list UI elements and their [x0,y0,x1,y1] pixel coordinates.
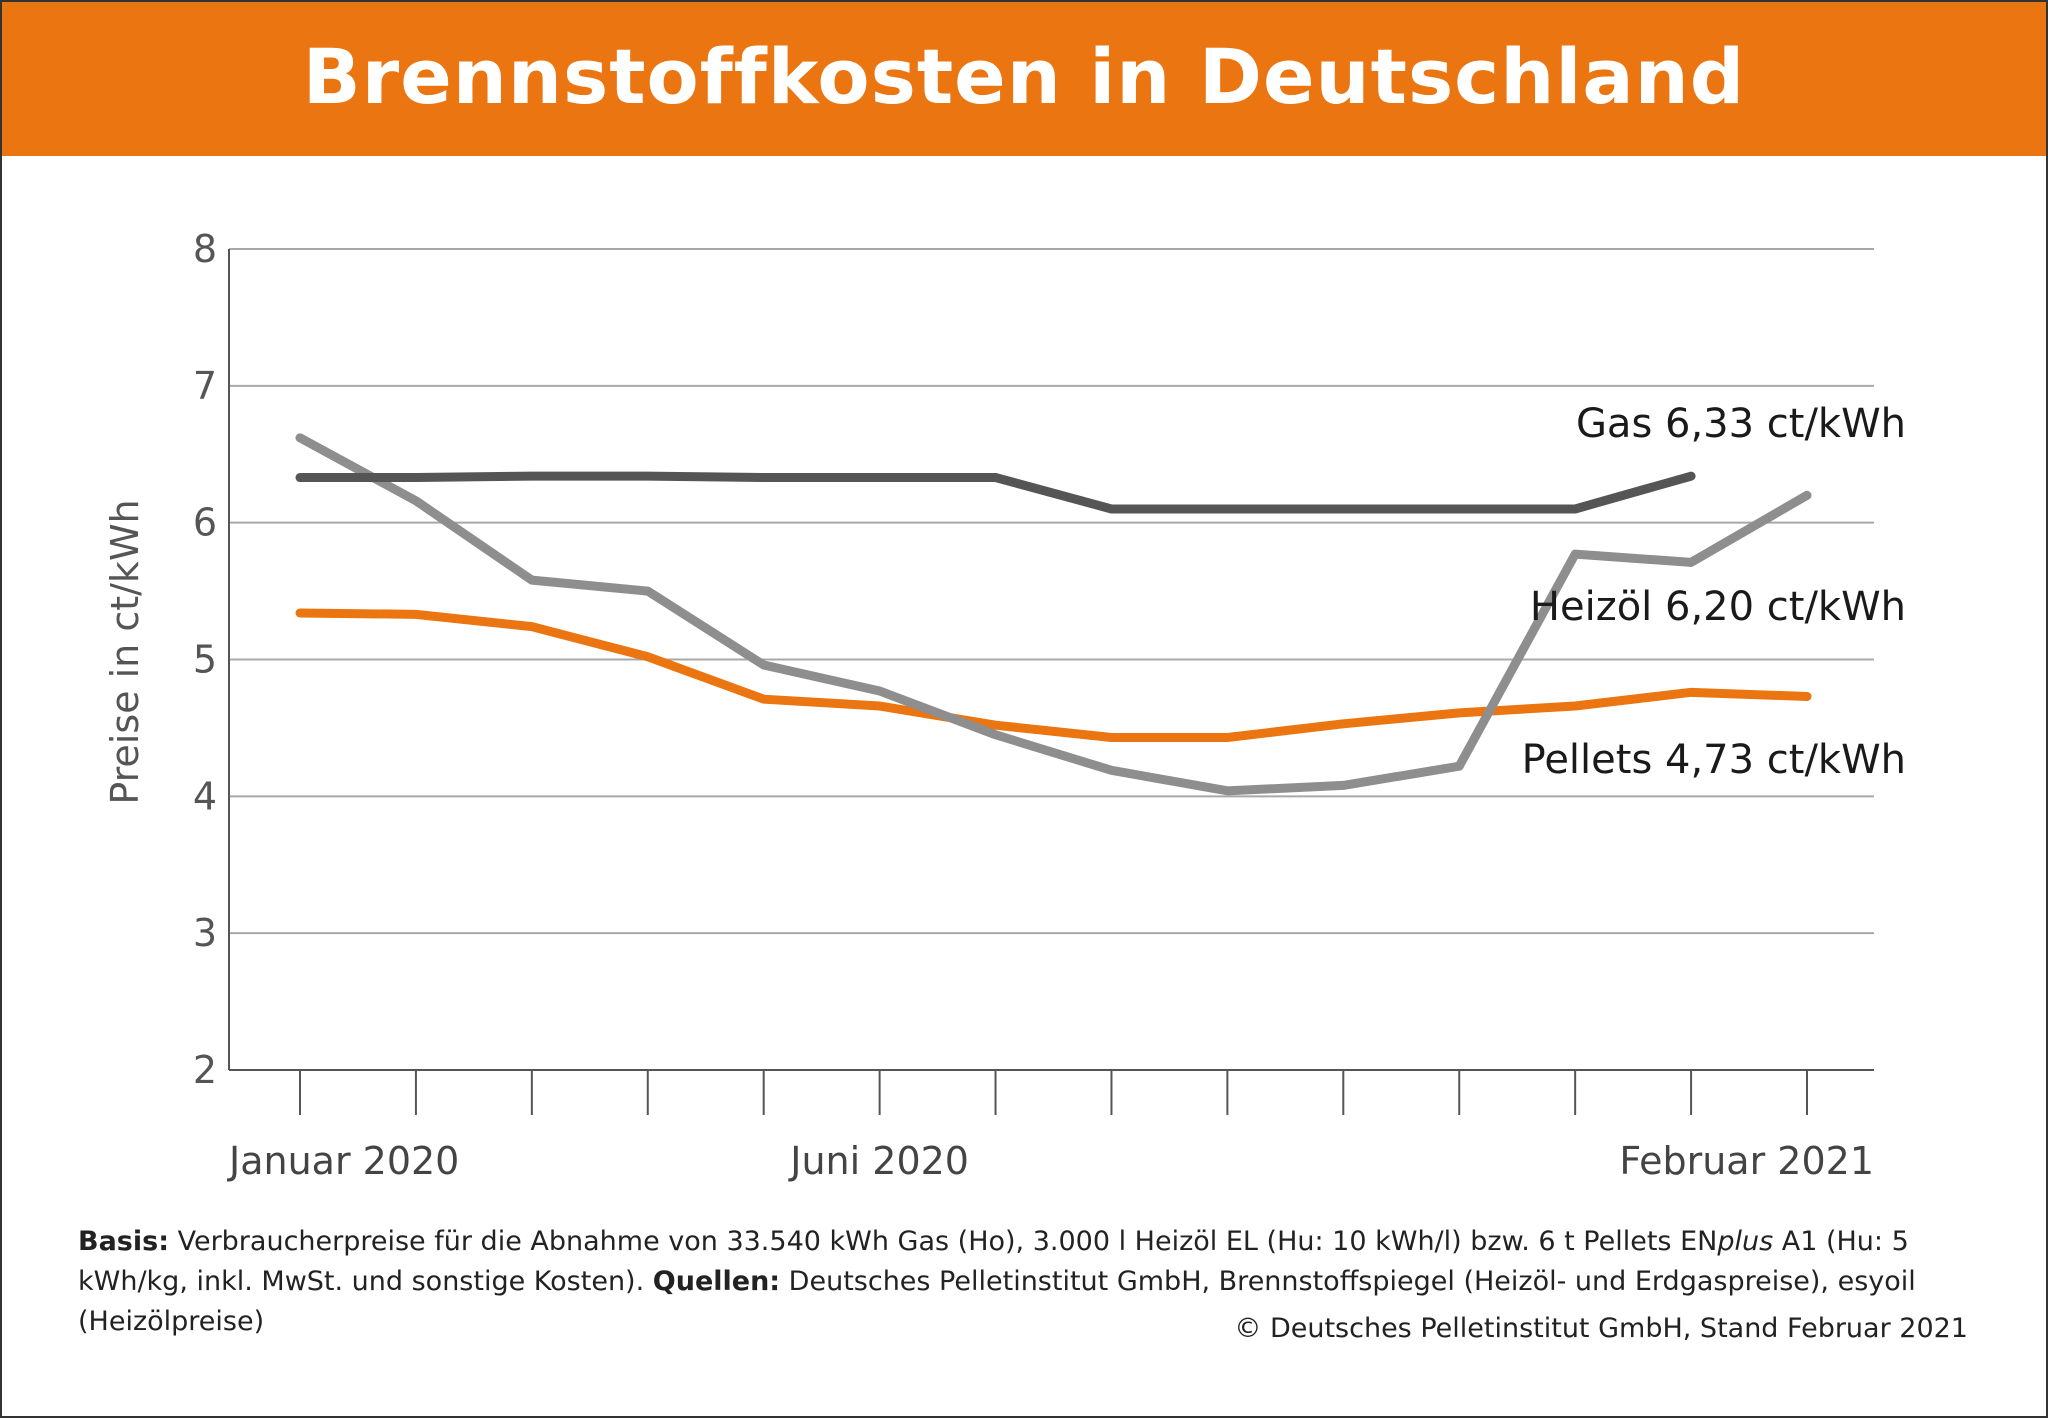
y-tick-label: 8 [193,227,217,271]
x-tick-label: Januar 2020 [227,1139,459,1183]
y-tick-label: 2 [193,1048,217,1092]
copyright-notice: © Deutsches Pelletinstitut GmbH, Stand F… [1234,1313,1968,1344]
title-banner: Brennstoffkosten in Deutschland [2,2,2046,156]
series-label-pellets: Pellets 4,73 ct/kWh [1522,737,1906,783]
y-tick-label: 5 [193,638,217,682]
footnote: Basis: Verbraucherpreise für die Abnahme… [78,1222,1978,1342]
chart-title: Brennstoffkosten in Deutschland [302,32,1746,121]
series-label-heizoel: Heizöl 6,20 ct/kWh [1530,584,1906,630]
y-tick-label: 6 [193,501,217,545]
grid-lines [229,248,1874,935]
series-label-gas: Gas 6,33 ct/kWh [1576,401,1906,447]
y-axis-label: Preise in ct/kWh [103,499,147,804]
series-line-gas [295,471,1696,514]
y-tick-label: 4 [193,774,217,818]
series-labels: Gas 6,33 ct/kWh Heizöl 6,20 ct/kWh Pellets… [1522,401,1906,783]
basis-text-2: A1 (Hu: 5 kWh/kg, inkl. MwSt. und sonsti… [78,1226,1909,1297]
series-line-heizoel [295,433,1812,796]
y-tick-label: 7 [193,364,217,408]
series-line-pellets [295,608,1812,742]
x-tick-label: Juni 2020 [788,1139,969,1183]
basis-italic: plus [1717,1226,1774,1257]
series-lines [295,433,1812,796]
axes: 2 3 4 5 6 7 8 Januar 2020 Juni 2020 Februar 2021 [193,227,1874,1183]
sources-text: Deutsches Pelletinstitut GmbH, Brennstof… [78,1266,1916,1337]
basis-text: Verbraucherpreise für die Abnahme von 33… [169,1226,1718,1257]
x-tick-label: Februar 2021 [1619,1139,1874,1183]
y-tick-label: 3 [193,911,217,955]
basis-label: Basis: [78,1226,169,1257]
sources-label: Quellen: [652,1266,781,1297]
